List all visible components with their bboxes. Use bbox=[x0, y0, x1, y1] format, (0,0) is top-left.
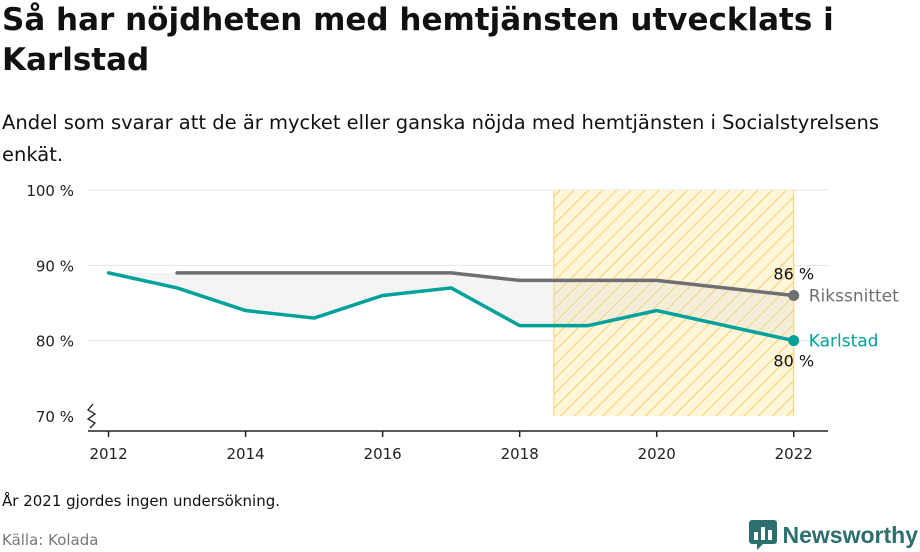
axis-break-icon bbox=[86, 403, 97, 429]
highlight-hatch bbox=[553, 190, 794, 416]
y-axis-tick-labels: 70 % 80 % 90 % 100 % bbox=[26, 182, 74, 426]
end-value-label-karlstad: 80 % bbox=[773, 352, 814, 371]
chart-title: Så har nöjdheten med hemtjänsten utveckl… bbox=[2, 2, 834, 78]
y-tick-label-90: 90 % bbox=[36, 257, 74, 275]
x-tick-label-2020: 2020 bbox=[638, 445, 676, 463]
x-tick-label-2014: 2014 bbox=[226, 445, 264, 463]
chart-subtitle: Andel som svarar att de är mycket eller … bbox=[2, 111, 880, 166]
series-line-karlstad bbox=[106, 271, 796, 343]
y-tick-label-70: 70 % bbox=[36, 408, 74, 426]
x-tick-label-2018: 2018 bbox=[501, 445, 539, 463]
x-axis: 2012 2014 2016 2018 2020 2022 bbox=[86, 403, 828, 463]
x-tick-label-2016: 2016 bbox=[364, 445, 402, 463]
source-note: Källa: Kolada bbox=[2, 531, 99, 549]
y-tick-label-80: 80 % bbox=[36, 333, 74, 351]
series-name-karlstad: Karlstad bbox=[809, 332, 879, 352]
y-tick-label-100: 100 % bbox=[26, 182, 74, 200]
end-value-label-rikssnittet: 86 % bbox=[773, 264, 814, 283]
gap-area bbox=[108, 272, 794, 341]
brand-logo: Newsworthy bbox=[748, 519, 918, 551]
series-lines bbox=[106, 271, 800, 347]
line-chart: 70 %80 %90 %100 % 2012 2014 2016 2018 2020 20… bbox=[26, 182, 899, 463]
end-point-rikssnittet bbox=[788, 289, 800, 301]
highlight-region bbox=[553, 190, 795, 416]
x-tick-label-2022: 2022 bbox=[775, 445, 813, 463]
newsworthy-logo-icon bbox=[748, 520, 777, 550]
series-name-rikssnittet: Rikssnittet bbox=[809, 286, 899, 306]
footnote: År 2021 gjordes ingen undersökning. bbox=[2, 492, 281, 510]
x-tick-label-2012: 2012 bbox=[89, 445, 127, 463]
gap-fill bbox=[108, 272, 794, 341]
series-line-rikssnittet bbox=[175, 271, 796, 298]
end-point-karlstad bbox=[788, 335, 800, 347]
brand-name: Newsworthy bbox=[782, 521, 918, 548]
